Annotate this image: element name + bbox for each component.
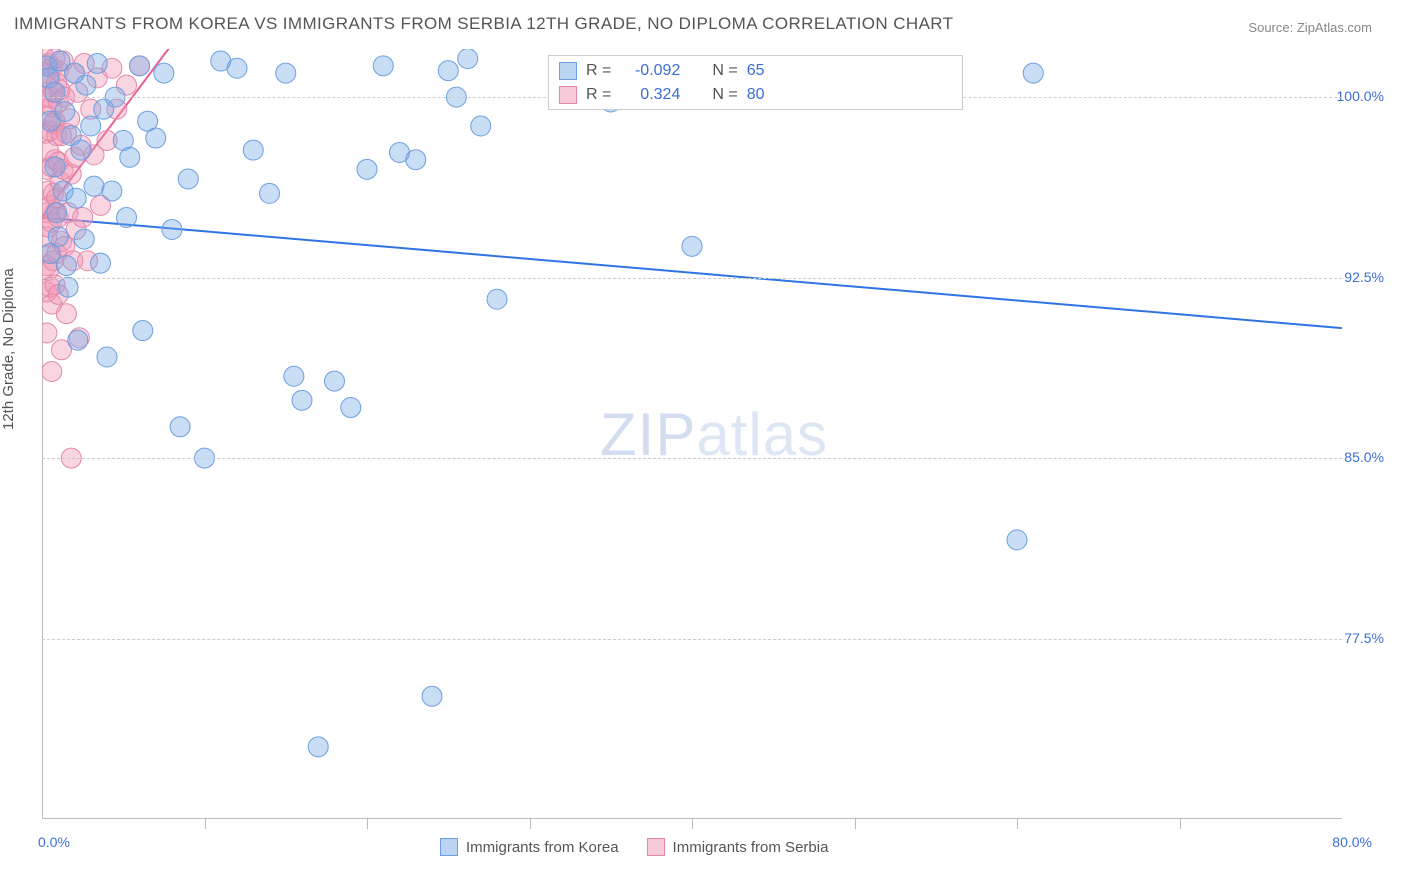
data-point <box>458 49 478 69</box>
data-point <box>84 176 104 196</box>
data-point <box>68 330 88 350</box>
data-point <box>130 56 150 76</box>
x-tick-mark <box>855 819 856 829</box>
data-point <box>71 140 91 160</box>
legend-item-korea: Immigrants from Korea <box>440 838 619 856</box>
y-tick-label: 77.5% <box>1344 630 1384 646</box>
data-point <box>66 188 86 208</box>
x-tick-mark <box>530 819 531 829</box>
swatch-blue-icon <box>440 838 458 856</box>
data-point <box>1007 530 1027 550</box>
swatch-blue-icon <box>559 62 577 80</box>
data-point <box>55 102 75 122</box>
series-legend: Immigrants from Korea Immigrants from Se… <box>440 838 828 856</box>
data-point <box>73 207 93 227</box>
data-point <box>56 304 76 324</box>
data-point <box>42 323 57 343</box>
data-point <box>341 398 361 418</box>
data-point <box>154 63 174 83</box>
y-tick-label: 85.0% <box>1344 449 1384 465</box>
gridline <box>42 278 1342 279</box>
y-axis-label: 12th Grade, No Diploma <box>0 268 17 430</box>
source-label: Source: <box>1248 20 1293 35</box>
x-tick-mark <box>692 819 693 829</box>
data-point <box>471 116 491 136</box>
data-point <box>227 58 247 78</box>
data-point <box>406 150 426 170</box>
data-point <box>42 361 62 381</box>
correlation-legend: R = -0.092 N = 65 R = 0.324 N = 80 <box>548 55 963 110</box>
data-point <box>48 227 68 247</box>
swatch-pink-icon <box>559 86 577 104</box>
legend-row-korea: R = -0.092 N = 65 <box>559 59 952 83</box>
legend-label-korea: Immigrants from Korea <box>466 839 619 856</box>
n-value-korea: 65 <box>747 62 765 80</box>
data-point <box>1023 63 1043 83</box>
n-label: N = <box>712 62 737 80</box>
swatch-pink-icon <box>647 838 665 856</box>
data-point <box>243 140 263 160</box>
y-tick-label: 92.5% <box>1344 269 1384 285</box>
data-point <box>178 169 198 189</box>
gridline <box>42 639 1342 640</box>
data-point <box>292 390 312 410</box>
regression-line <box>42 217 1342 328</box>
data-point <box>357 159 377 179</box>
legend-label-serbia: Immigrants from Serbia <box>673 839 829 856</box>
x-tick-mark <box>1017 819 1018 829</box>
data-point <box>74 229 94 249</box>
data-point <box>76 75 96 95</box>
gridline <box>42 458 1342 459</box>
y-tick-label: 100.0% <box>1337 88 1384 104</box>
data-point <box>146 128 166 148</box>
chart-title: IMMIGRANTS FROM KOREA VS IMMIGRANTS FROM… <box>14 14 953 34</box>
chart-container: IMMIGRANTS FROM KOREA VS IMMIGRANTS FROM… <box>0 0 1406 892</box>
data-point <box>58 277 78 297</box>
data-point <box>91 253 111 273</box>
data-point <box>438 61 458 81</box>
x-tick-mark <box>367 819 368 829</box>
data-point <box>162 219 182 239</box>
n-value-serbia: 80 <box>747 86 765 104</box>
r-value-korea: -0.092 <box>620 62 680 80</box>
data-point <box>56 256 76 276</box>
r-value-serbia: 0.324 <box>620 86 680 104</box>
data-point <box>260 183 280 203</box>
source-link[interactable]: ZipAtlas.com <box>1297 20 1372 35</box>
data-point <box>120 147 140 167</box>
r-label: R = <box>586 86 611 104</box>
data-point <box>422 686 442 706</box>
data-point <box>45 82 65 102</box>
data-point <box>133 321 153 341</box>
data-point <box>87 53 107 73</box>
data-point <box>487 289 507 309</box>
data-point <box>373 56 393 76</box>
data-point <box>325 371 345 391</box>
legend-row-serbia: R = 0.324 N = 80 <box>559 83 952 107</box>
x-tick-mark <box>205 819 206 829</box>
data-point <box>308 737 328 757</box>
data-point <box>276 63 296 83</box>
data-point <box>170 417 190 437</box>
n-label: N = <box>712 86 737 104</box>
data-point <box>682 236 702 256</box>
legend-item-serbia: Immigrants from Serbia <box>647 838 829 856</box>
r-label: R = <box>586 62 611 80</box>
data-point <box>102 181 122 201</box>
x-tick-mark <box>1180 819 1181 829</box>
data-point <box>284 366 304 386</box>
data-point <box>117 207 137 227</box>
data-point <box>45 157 65 177</box>
data-point <box>97 347 117 367</box>
data-point <box>47 203 67 223</box>
x-axis-max-label: 80.0% <box>1332 834 1372 850</box>
x-axis-min-label: 0.0% <box>38 834 70 850</box>
source-attribution: Source: ZipAtlas.com <box>1248 20 1372 35</box>
data-point <box>81 116 101 136</box>
